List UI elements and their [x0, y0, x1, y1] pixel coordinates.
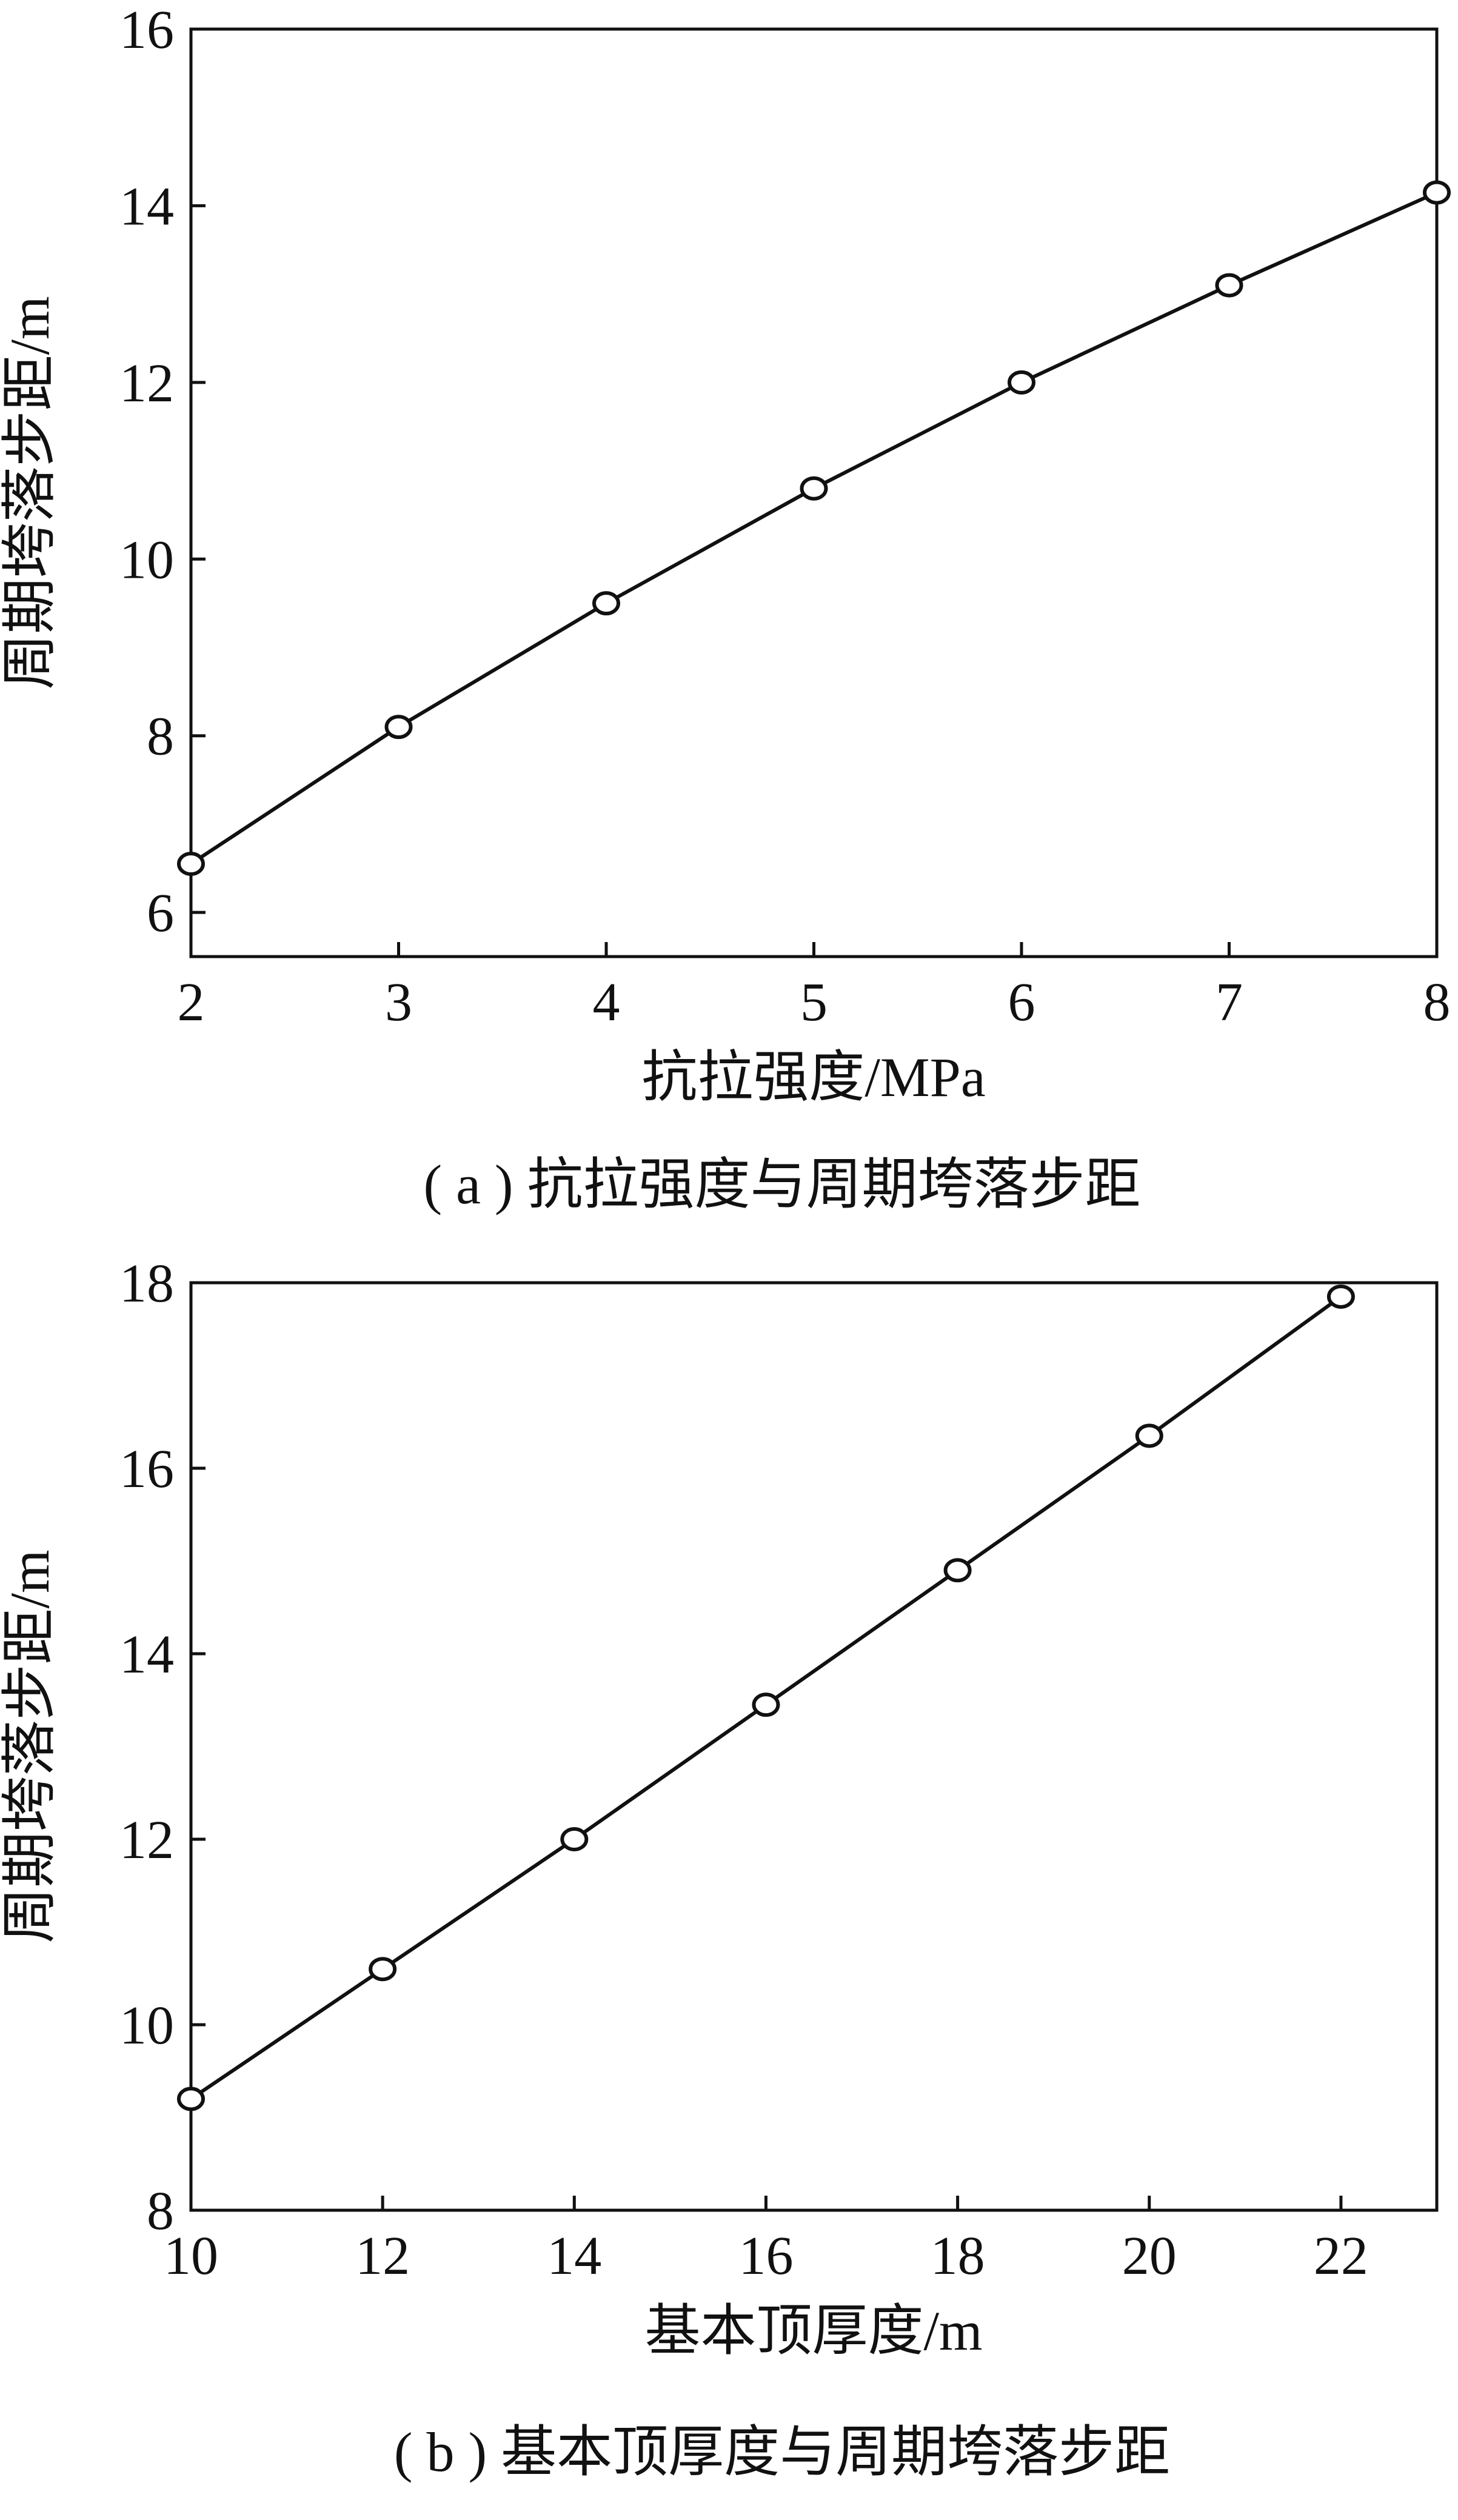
- y-tick-label: 10: [119, 1996, 174, 2056]
- y-axis-label: 周期垮落步距/m: [0, 296, 61, 689]
- data-point: [560, 1827, 589, 1851]
- y-tick-label: 8: [147, 707, 174, 767]
- chart-b: 10 12 14 16 18 20 22 8 10 12 14 16 18 基本顶厚度/m 周期垮落步…: [0, 1254, 1458, 2517]
- series: [177, 180, 1451, 876]
- x-axis-label: 抗拉强度/MPa: [641, 1046, 985, 1108]
- data-point: [1215, 273, 1243, 298]
- x-tick-label: 3: [385, 972, 412, 1032]
- y-tick-label: 12: [119, 1810, 174, 1870]
- data-point: [752, 1693, 780, 1717]
- y-tick-label: 10: [119, 530, 174, 590]
- data-point: [384, 715, 413, 740]
- y-tick-label: 14: [119, 176, 174, 236]
- y-ticks: 8 10 12 14 16 18: [119, 1254, 206, 2241]
- data-point: [1423, 180, 1451, 205]
- data-point: [592, 591, 620, 616]
- x-tick-label: 7: [1216, 972, 1243, 1032]
- x-axis-label: 基本顶厚度/m: [644, 2300, 982, 2362]
- y-tick-label: 8: [147, 2181, 174, 2241]
- x-tick-label: 16: [738, 2226, 793, 2286]
- y-axis-label: 周期垮落步距/m: [0, 1549, 61, 1943]
- data-point: [1008, 370, 1035, 395]
- chart-a: 2 3 4 5 6 7 8 6 8 10 12 14 16 抗拉强度/MPa 周期垮落步距/m ( a…: [0, 0, 1458, 1258]
- y-tick-label: 18: [119, 1258, 174, 1314]
- x-tick-label: 22: [1314, 2226, 1368, 2286]
- data-point: [369, 1957, 397, 1982]
- x-tick-label: 14: [547, 2226, 601, 2286]
- data-point: [177, 2087, 205, 2111]
- x-tick-label: 18: [931, 2226, 985, 2286]
- x-tick-label: 8: [1423, 972, 1451, 1032]
- x-ticks: 10 12 14 16 18 20 22: [164, 2196, 1368, 2286]
- data-point: [943, 1558, 972, 1583]
- data-point: [800, 476, 828, 501]
- x-ticks: 2 3 4 5 6 7 8: [178, 942, 1451, 1032]
- chart-a-svg: 2 3 4 5 6 7 8 6 8 10 12 14 16 抗拉强度/MPa 周期垮落步距/m ( a…: [0, 0, 1451, 1215]
- figure-caption: ( b ) 基本顶厚度与周期垮落步距: [394, 2421, 1170, 2483]
- y-tick-label: 6: [147, 883, 174, 943]
- x-tick-label: 5: [800, 972, 828, 1032]
- plot-frame: [189, 1281, 1439, 2212]
- y-ticks: 6 8 10 12 14 16: [119, 0, 206, 943]
- y-tick-label: 12: [119, 353, 174, 413]
- y-tick-label: 16: [119, 0, 174, 60]
- series: [177, 1284, 1355, 2111]
- x-tick-label: 20: [1122, 2226, 1177, 2286]
- figure-caption: ( a ) 抗拉强度与周期垮落步距: [423, 1154, 1140, 1215]
- x-tick-label: 10: [164, 2226, 218, 2286]
- data-point: [177, 852, 205, 876]
- y-tick-label: 16: [119, 1439, 174, 1499]
- y-tick-label: 14: [119, 1625, 174, 1685]
- x-tick-label: 2: [178, 972, 205, 1032]
- x-tick-label: 4: [593, 972, 620, 1032]
- x-tick-label: 12: [355, 2226, 410, 2286]
- data-point: [1135, 1423, 1163, 1448]
- series-line: [190, 190, 1438, 866]
- x-tick-label: 6: [1008, 972, 1035, 1032]
- data-point: [1326, 1284, 1355, 1309]
